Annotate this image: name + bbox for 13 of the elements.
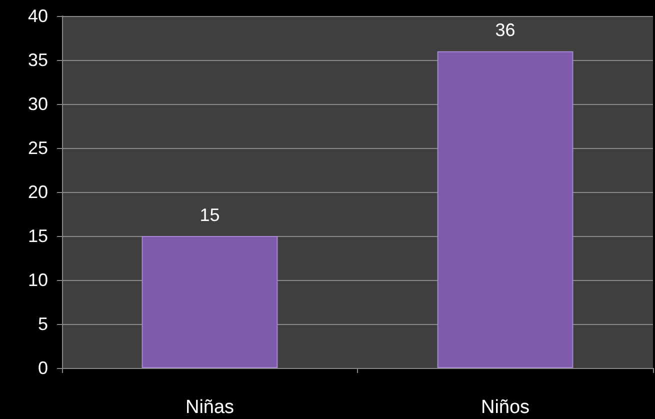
y-tick-label: 5 (38, 314, 48, 334)
y-tick-label: 0 (38, 358, 48, 378)
y-tick-label: 20 (28, 182, 48, 202)
y-tick-label: 35 (28, 50, 48, 70)
data-label: 36 (495, 20, 516, 40)
data-label: 15 (200, 205, 220, 225)
y-tick-label: 25 (28, 138, 48, 158)
y-tick-label: 15 (28, 226, 48, 246)
y-tick-label: 10 (28, 270, 48, 290)
x-tick-label: Niños (480, 397, 530, 418)
y-tick-label: 30 (28, 94, 48, 114)
x-tick-label: Niñas (185, 397, 234, 418)
y-tick-label: 40 (28, 6, 48, 26)
